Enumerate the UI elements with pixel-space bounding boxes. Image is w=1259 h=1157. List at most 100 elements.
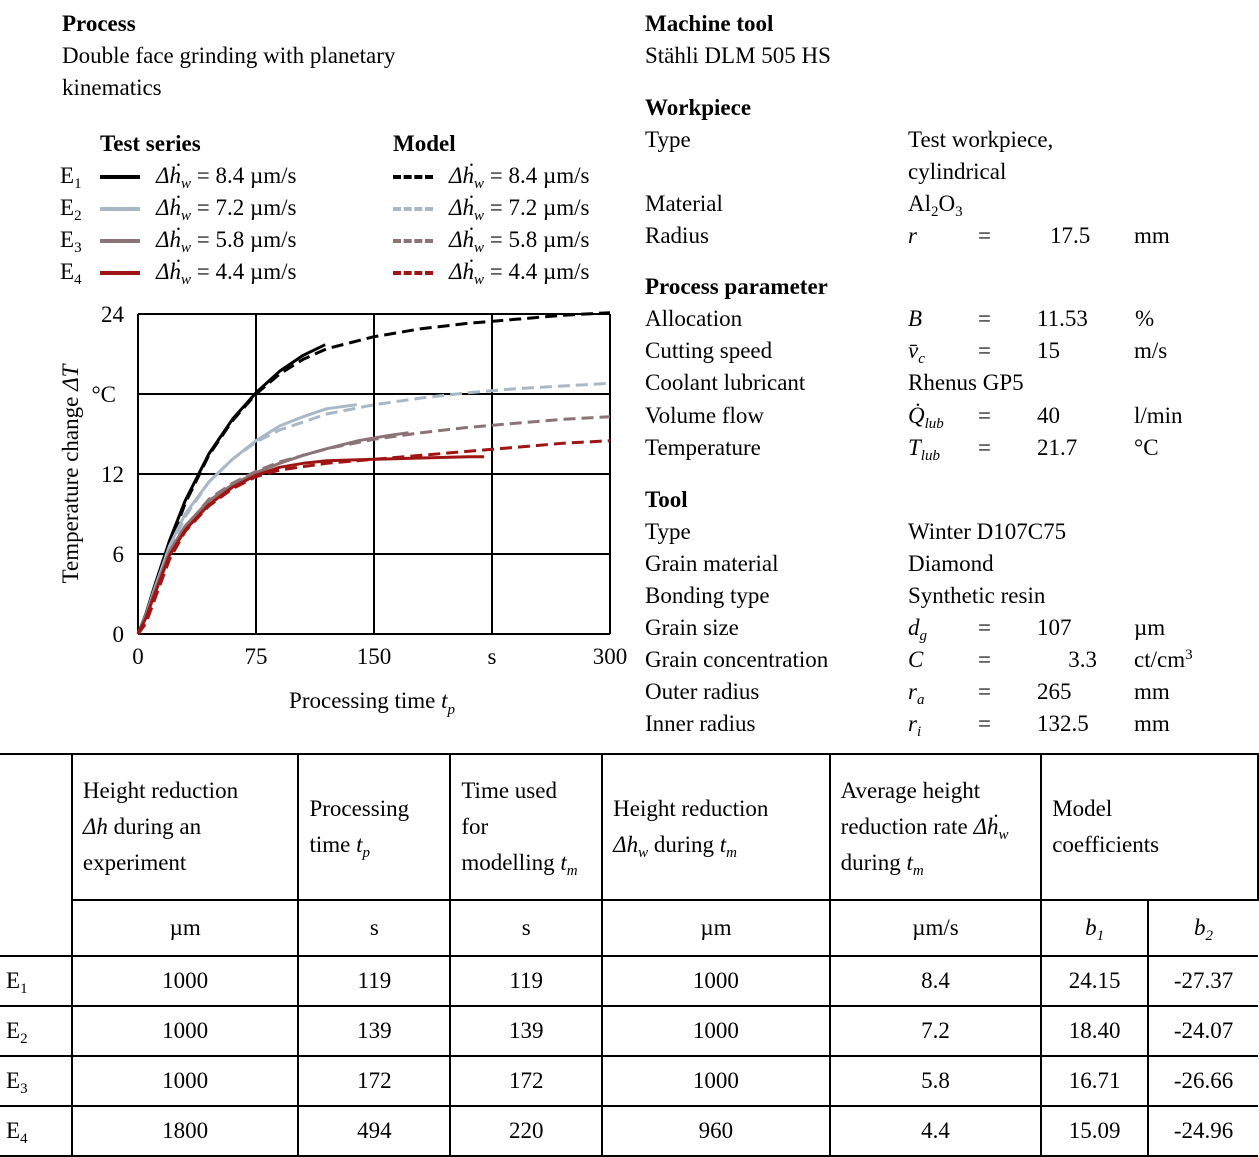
header-height-reduction-tm: Height reduction Δhw during tm bbox=[601, 753, 831, 901]
legend-solid-swatch bbox=[100, 207, 140, 211]
param-value: 11.53 bbox=[1037, 306, 1088, 331]
table-cell: -27.37 bbox=[1147, 955, 1258, 1007]
table-cell: 7.2 bbox=[828, 1005, 1043, 1057]
tool-row: Inner radius ri = 132.5 mm bbox=[645, 708, 1245, 740]
legend-rate-text: Δḣw = 7.2 µm/s bbox=[156, 195, 297, 224]
unit-modelling-time: s bbox=[449, 899, 604, 957]
legend-dashed-swatch bbox=[393, 271, 433, 275]
chart-series bbox=[136, 311, 611, 635]
table-cell: 24.15 bbox=[1040, 955, 1150, 1007]
tool-row: Grain size dg = 107 µm bbox=[645, 612, 1245, 644]
workpiece-radius-unit: mm bbox=[1134, 223, 1170, 248]
y-tick-label: 12 bbox=[101, 462, 124, 487]
legend-test-row: E2 Δḣw = 7.2 µm/s bbox=[60, 192, 330, 224]
chart-ticks: 0 75 150 300 0 6 12 24 bbox=[101, 302, 627, 669]
param-symbol: C bbox=[908, 647, 924, 672]
param-unit: mm bbox=[1134, 679, 1170, 704]
workpiece-type-label: Type bbox=[645, 127, 691, 152]
param-label: Grain concentration bbox=[645, 647, 829, 672]
table-row: E2 1000 139 139 1000 7.2 18.40 -24.07 bbox=[0, 1005, 1258, 1057]
param-value: 15 bbox=[1037, 338, 1060, 363]
table-corner bbox=[0, 753, 73, 957]
header-model-coefficients: Model coefficients bbox=[1040, 753, 1259, 901]
workpiece-type-value-2: cylindrical bbox=[908, 159, 1007, 184]
table-cell: 139 bbox=[297, 1005, 452, 1057]
param-label: Grain size bbox=[645, 615, 739, 640]
process-parameter-row: Temperature Tlub = 21.7 °C bbox=[645, 432, 1245, 464]
test-series-line bbox=[136, 455, 485, 635]
legend-series-label: E1 bbox=[60, 163, 82, 192]
results-table: Height reduction Δh during an experiment… bbox=[0, 753, 1259, 1157]
legend-model-row: Δḣw = 5.8 µm/s bbox=[393, 224, 623, 256]
row-label: E3 bbox=[0, 1055, 73, 1107]
test-series-line bbox=[136, 403, 357, 635]
param-symbol: Q̇lub bbox=[908, 403, 944, 432]
unit-height-reduction-tm: µm bbox=[601, 899, 831, 957]
legend-test-heading: Test series bbox=[100, 131, 201, 156]
legend-dashed-swatch bbox=[393, 175, 433, 179]
workpiece-material-value: Al2O3 bbox=[908, 191, 963, 220]
param-label: Temperature bbox=[645, 435, 761, 460]
unit-height-reduction: µm bbox=[70, 899, 300, 957]
param-symbol: ri bbox=[908, 711, 922, 740]
legend-series-label: E4 bbox=[60, 259, 82, 288]
process-parameter-row: Coolant lubricant Rhenus GP5 bbox=[645, 367, 1245, 399]
param-label: Grain material bbox=[645, 551, 779, 576]
legend-solid-swatch bbox=[100, 239, 140, 243]
param-unit: °C bbox=[1134, 435, 1159, 460]
param-symbol: Tlub bbox=[908, 435, 940, 464]
temperature-chart: 0 75 150 300 0 6 12 24 Temperature change ΔT °C… bbox=[58, 302, 627, 718]
param-eq: = bbox=[978, 338, 991, 363]
unit-average-rate: µm/s bbox=[828, 899, 1043, 957]
legend-dashed-swatch bbox=[393, 207, 433, 211]
param-value: 3.3 bbox=[1068, 647, 1097, 672]
tool-heading: Tool bbox=[645, 487, 688, 512]
process-parameter-heading: Process parameter bbox=[645, 274, 828, 299]
table-cell: 172 bbox=[297, 1055, 452, 1107]
param-unit: l/min bbox=[1134, 403, 1183, 428]
y-axis-unit: °C bbox=[91, 382, 116, 407]
param-label: Inner radius bbox=[645, 711, 756, 736]
table-cell: -26.66 bbox=[1147, 1055, 1258, 1107]
legend-test-row: E4 Δḣw = 4.4 µm/s bbox=[60, 256, 330, 288]
x-tick-label: 150 bbox=[357, 644, 392, 669]
header-modelling-time: Time used for modelling tm bbox=[449, 753, 604, 901]
x-tick-label: 75 bbox=[245, 644, 268, 669]
model-series-line bbox=[136, 439, 611, 635]
workpiece-heading: Workpiece bbox=[645, 95, 752, 120]
machine-tool-name: Stähli DLM 505 HS bbox=[645, 43, 831, 68]
table-cell: 172 bbox=[449, 1055, 604, 1107]
table-cell: 960 bbox=[601, 1105, 831, 1157]
workpiece-type-value: Test workpiece, bbox=[908, 127, 1054, 152]
x-axis-label: Processing time tp bbox=[289, 688, 455, 718]
header-height-reduction: Height reduction Δh during an experiment bbox=[70, 753, 300, 901]
legend-model-heading: Model bbox=[393, 131, 456, 156]
workpiece-radius-eq: = bbox=[978, 223, 991, 248]
param-value: 21.7 bbox=[1037, 435, 1078, 460]
legend-model-row: Δḣw = 8.4 µm/s bbox=[393, 160, 623, 192]
param-label: Outer radius bbox=[645, 679, 760, 704]
param-value: 40 bbox=[1037, 403, 1060, 428]
table-row: E3 1000 172 172 1000 5.8 16.71 -26.66 bbox=[0, 1055, 1258, 1107]
process-description-line2: kinematics bbox=[62, 75, 162, 100]
x-axis-unit: s bbox=[488, 644, 497, 669]
table-cell: 1000 bbox=[601, 1055, 831, 1107]
table-row: E1 1000 119 119 1000 8.4 24.15 -27.37 bbox=[0, 955, 1258, 1007]
param-label: Bonding type bbox=[645, 583, 770, 608]
legend-dashed-swatch bbox=[393, 239, 433, 243]
process-description-line1: Double face grinding with planetary bbox=[62, 43, 396, 68]
row-label: E2 bbox=[0, 1005, 73, 1057]
param-eq: = bbox=[978, 403, 991, 428]
table-cell: 119 bbox=[449, 955, 604, 1007]
param-label: Cutting speed bbox=[645, 338, 773, 363]
param-value: 265 bbox=[1037, 679, 1072, 704]
table-cell: 494 bbox=[297, 1105, 452, 1157]
y-axis-label: Temperature change ΔT bbox=[58, 362, 83, 583]
tool-row: Type Winter D107C75 bbox=[645, 516, 1245, 548]
table-cell: -24.96 bbox=[1147, 1105, 1258, 1157]
table-row: E4 1800 494 220 960 4.4 15.09 -24.96 bbox=[0, 1105, 1258, 1157]
param-eq: = bbox=[978, 679, 991, 704]
header-b1: b1 bbox=[1040, 899, 1150, 957]
param-unit: mm bbox=[1134, 711, 1170, 736]
legend-model-row: Δḣw = 4.4 µm/s bbox=[393, 256, 623, 288]
